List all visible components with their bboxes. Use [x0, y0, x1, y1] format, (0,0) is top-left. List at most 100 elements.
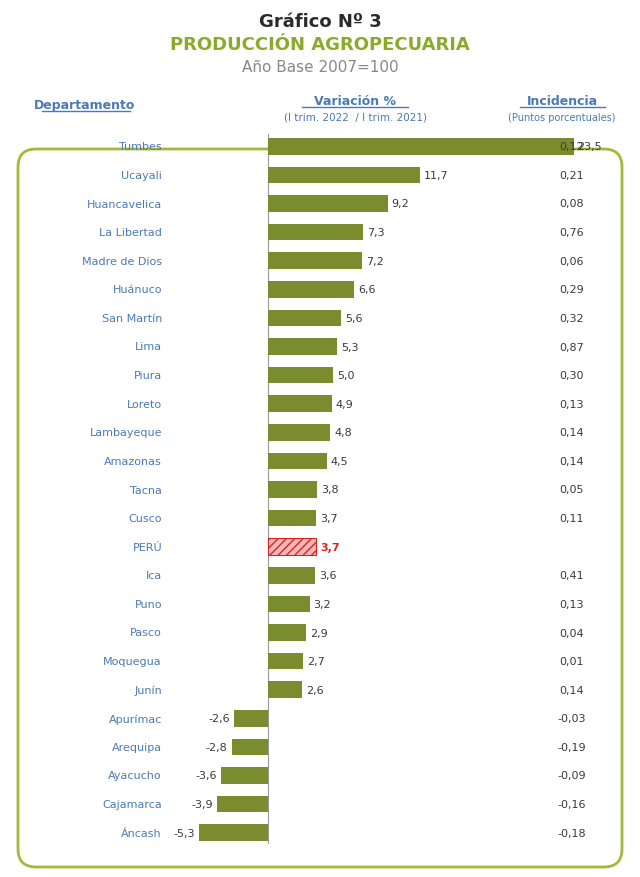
- Text: 0,05: 0,05: [560, 485, 584, 495]
- Text: Lima: Lima: [135, 342, 162, 352]
- Text: 3,7: 3,7: [320, 542, 340, 552]
- Text: 0,32: 0,32: [560, 314, 584, 324]
- Bar: [218, 796, 268, 812]
- Text: Pasco: Pasco: [131, 628, 162, 638]
- Text: Moquegua: Moquegua: [104, 656, 162, 667]
- Text: 3,7: 3,7: [320, 514, 338, 524]
- Text: Tacna: Tacna: [130, 485, 162, 495]
- Text: La Libertad: La Libertad: [99, 228, 162, 238]
- Bar: [268, 567, 315, 584]
- Text: Lambayeque: Lambayeque: [90, 428, 162, 438]
- Text: 0,87: 0,87: [559, 342, 584, 352]
- Text: -3,6: -3,6: [196, 771, 217, 781]
- Text: -0,09: -0,09: [557, 771, 586, 781]
- Text: 0,21: 0,21: [560, 171, 584, 181]
- Bar: [268, 310, 341, 327]
- Text: 0,76: 0,76: [560, 228, 584, 238]
- Text: Loreto: Loreto: [127, 399, 162, 410]
- Text: Amazonas: Amazonas: [104, 456, 162, 467]
- Text: 0,01: 0,01: [560, 656, 584, 667]
- Text: 5,0: 5,0: [337, 371, 355, 381]
- FancyBboxPatch shape: [18, 150, 622, 867]
- Text: Ucayali: Ucayali: [121, 171, 162, 181]
- Text: 3,8: 3,8: [321, 485, 339, 495]
- Text: 0,13: 0,13: [560, 399, 584, 410]
- Text: 4,8: 4,8: [334, 428, 352, 438]
- Bar: [268, 481, 317, 498]
- Text: 11,7: 11,7: [424, 171, 449, 181]
- Text: 6,6: 6,6: [358, 285, 375, 295]
- Text: San Martín: San Martín: [102, 314, 162, 324]
- Text: 7,2: 7,2: [365, 256, 383, 267]
- Bar: [268, 653, 303, 670]
- Text: 4,9: 4,9: [336, 399, 353, 410]
- Text: 0,14: 0,14: [560, 428, 584, 438]
- Text: Cajamarca: Cajamarca: [102, 799, 162, 809]
- Bar: [221, 767, 268, 784]
- Bar: [268, 168, 420, 184]
- Text: Apurímac: Apurímac: [109, 713, 162, 724]
- Bar: [268, 253, 362, 270]
- Text: 2,7: 2,7: [307, 656, 325, 667]
- Text: -2,8: -2,8: [206, 742, 228, 752]
- Text: Áncash: Áncash: [122, 828, 162, 838]
- Text: -5,3: -5,3: [173, 828, 195, 838]
- Bar: [268, 453, 326, 470]
- Text: Año Base 2007=100: Año Base 2007=100: [242, 60, 398, 75]
- Text: (Puntos porcentuales): (Puntos porcentuales): [508, 113, 616, 123]
- Text: 3,2: 3,2: [314, 599, 332, 610]
- Text: Gráfico Nº 3: Gráfico Nº 3: [259, 13, 381, 31]
- Text: -3,9: -3,9: [191, 799, 213, 809]
- Text: 0,06: 0,06: [560, 256, 584, 267]
- Bar: [268, 367, 333, 384]
- Text: Piura: Piura: [134, 371, 162, 381]
- Text: PERÚ: PERÚ: [132, 542, 162, 552]
- Bar: [268, 424, 330, 441]
- Text: (I trim. 2022  / I trim. 2021): (I trim. 2022 / I trim. 2021): [284, 113, 426, 123]
- Text: Cusco: Cusco: [129, 514, 162, 524]
- Text: 7,3: 7,3: [367, 228, 385, 238]
- Text: Incidencia: Incidencia: [527, 95, 598, 107]
- Bar: [268, 624, 306, 641]
- Text: 0,11: 0,11: [560, 514, 584, 524]
- Text: 0,14: 0,14: [560, 685, 584, 695]
- Text: Tumbes: Tumbes: [120, 142, 162, 152]
- Text: -0,18: -0,18: [557, 828, 586, 838]
- Bar: [232, 738, 268, 755]
- Bar: [268, 510, 316, 527]
- Text: -2,6: -2,6: [209, 714, 230, 724]
- Bar: [199, 824, 268, 841]
- Text: 4,5: 4,5: [330, 456, 348, 467]
- Text: Arequipa: Arequipa: [112, 742, 162, 752]
- Text: 9,2: 9,2: [392, 199, 410, 210]
- Text: Junín: Junín: [134, 685, 162, 695]
- Text: 0,29: 0,29: [559, 285, 584, 295]
- Bar: [268, 139, 573, 155]
- Text: 0,30: 0,30: [560, 371, 584, 381]
- Bar: [268, 396, 332, 412]
- Text: 2,9: 2,9: [310, 628, 328, 638]
- Bar: [268, 538, 316, 555]
- Text: Departamento: Departamento: [35, 98, 136, 111]
- Bar: [268, 681, 302, 698]
- Text: 3,6: 3,6: [319, 571, 336, 581]
- Text: 0,14: 0,14: [560, 456, 584, 467]
- Text: 5,3: 5,3: [341, 342, 358, 352]
- Text: 2,6: 2,6: [306, 685, 323, 695]
- Text: Ayacucho: Ayacucho: [108, 771, 162, 781]
- Text: Variación %: Variación %: [314, 95, 396, 107]
- Text: 0,13: 0,13: [560, 599, 584, 610]
- Text: PRODUCCIÓN AGROPECUARIA: PRODUCCIÓN AGROPECUARIA: [170, 36, 470, 54]
- Text: -0,16: -0,16: [557, 799, 586, 809]
- Text: 0,08: 0,08: [560, 199, 584, 210]
- Text: 23,5: 23,5: [577, 142, 602, 152]
- Bar: [268, 225, 363, 241]
- Text: Huancavelica: Huancavelica: [87, 199, 162, 210]
- Bar: [234, 710, 268, 727]
- Bar: [268, 282, 354, 298]
- Text: 5,6: 5,6: [345, 314, 362, 324]
- Text: Huánuco: Huánuco: [113, 285, 162, 295]
- Text: -0,03: -0,03: [557, 714, 586, 724]
- Bar: [268, 596, 310, 612]
- Bar: [268, 196, 388, 212]
